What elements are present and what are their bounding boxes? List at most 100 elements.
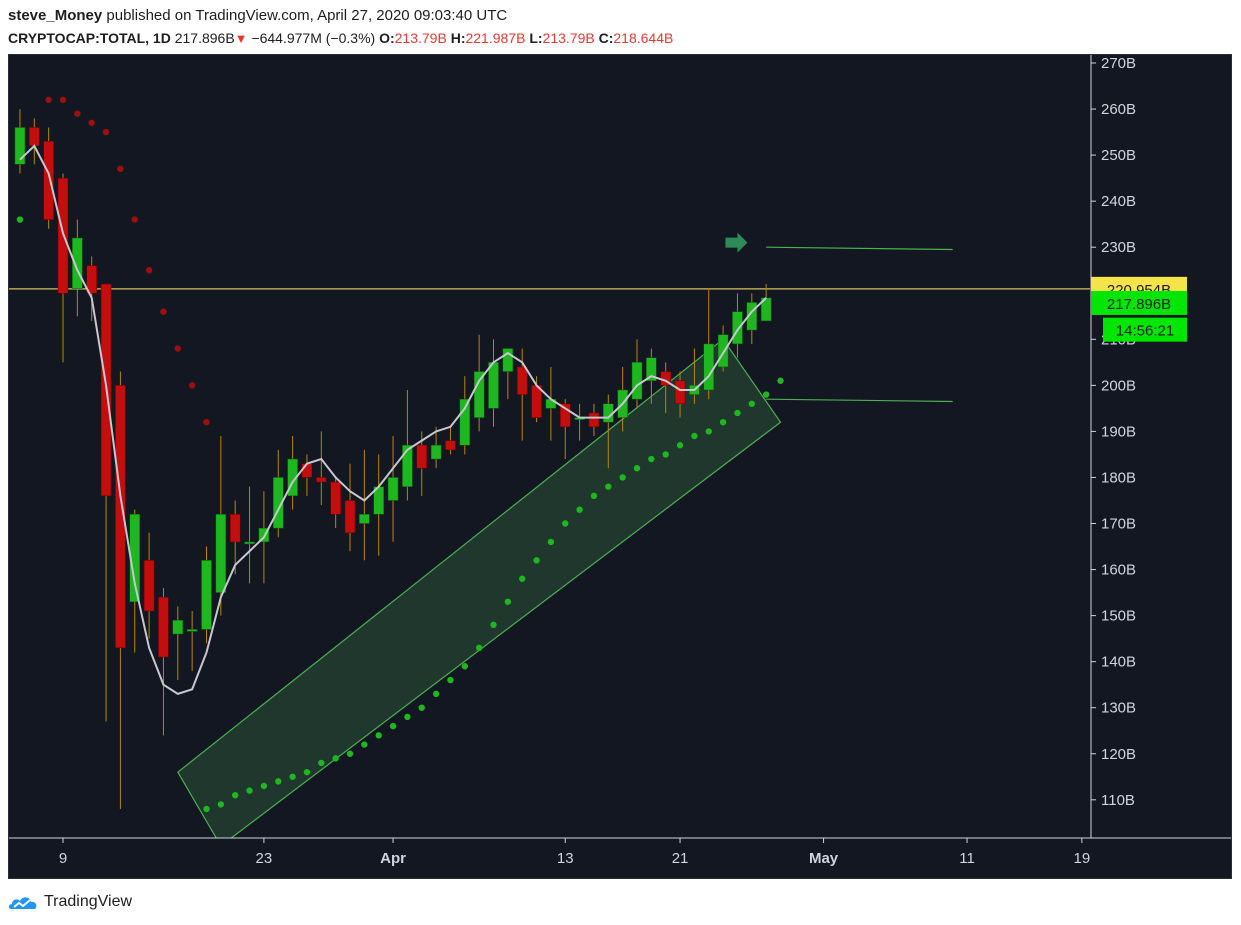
candle-body [674, 380, 686, 405]
symbol-info: CRYPTOCAP:TOTAL, 1D 217.896B▼ −644.977M … [8, 30, 673, 46]
high-value: 221.987B [465, 30, 526, 46]
sar-dot [705, 428, 712, 435]
sar-dot [504, 598, 512, 605]
y-tick-label: 190B [1101, 423, 1136, 440]
sar-dot [734, 409, 741, 417]
x-tick-label: Apr [380, 850, 406, 867]
sar-dot [447, 676, 454, 684]
sar-dot [232, 791, 239, 799]
y-tick-label: 260B [1101, 101, 1136, 118]
low-label: L: [529, 30, 543, 46]
candle-body [14, 127, 26, 165]
sar-dot [475, 644, 483, 652]
sar-dot [74, 110, 81, 117]
sar-dot [88, 119, 95, 127]
candle-body [229, 514, 241, 543]
last-price-label: 217.896B [1107, 296, 1171, 313]
sar-dot [160, 308, 167, 315]
candle-body [416, 444, 427, 469]
target-line [766, 246, 953, 251]
tradingview-brand[interactable]: TradingView [44, 893, 133, 910]
candle-body [29, 127, 40, 147]
chart-canvas[interactable]: 110B 120B 130B 140B 150B 160B 170B 180B 190B 200B… [9, 55, 1231, 878]
sar-dot [461, 663, 468, 670]
candle-body [273, 477, 284, 529]
candle-body [172, 619, 184, 635]
sar-dot [590, 492, 598, 500]
candle-body [359, 514, 370, 524]
candle-body [158, 596, 169, 658]
candle-body [631, 362, 643, 400]
x-tick-label: May [809, 850, 839, 867]
x-tick-label: 23 [256, 850, 273, 867]
sar-dot [619, 474, 626, 481]
candle-body [143, 560, 155, 612]
candle-body [531, 385, 542, 418]
author-name[interactable]: steve_Money [8, 7, 103, 24]
candle-body [72, 237, 83, 289]
sar-dot [59, 96, 67, 104]
sar-dot [533, 557, 540, 564]
candle-body [732, 311, 743, 345]
sar-dot [117, 165, 124, 173]
candle-body [316, 477, 327, 483]
moving-average-line [19, 144, 767, 695]
y-tick-label: 230B [1101, 239, 1136, 256]
open-label: O: [379, 30, 395, 46]
candle-body [258, 527, 270, 543]
sar-dot [16, 216, 24, 223]
sar-dot [188, 382, 196, 389]
symbol-name: CRYPTOCAP:TOTAL, 1D [8, 30, 171, 46]
sar-dot [131, 216, 138, 223]
candle-body [445, 440, 456, 451]
candle-body [244, 541, 255, 545]
y-tick-label: 140B [1101, 654, 1136, 671]
x-tick-label: 21 [672, 850, 689, 867]
candle-body [516, 366, 528, 395]
countdown-label-bg [1103, 317, 1187, 342]
tradingview-cloud-icon[interactable] [8, 892, 40, 912]
candle-body [287, 458, 298, 497]
published-text: published on TradingView.com, April 27, … [106, 7, 508, 24]
candle-body [215, 514, 227, 593]
candle-body [43, 141, 54, 220]
y-tick-label: 160B [1101, 562, 1136, 579]
candle-body [86, 265, 97, 294]
sar-dot [246, 787, 253, 794]
sar-dot [102, 128, 110, 136]
sar-dot [203, 418, 210, 426]
chart-frame[interactable]: 110B 120B 130B 140B 150B 160B 170B 180B 190B 200B… [8, 54, 1232, 879]
right-arrow-icon [725, 232, 748, 253]
candle-body [488, 362, 499, 409]
close-label: C: [598, 30, 614, 46]
y-tick-label: 120B [1101, 746, 1136, 763]
y-tick-label: 170B [1101, 516, 1136, 533]
candle-body [717, 334, 729, 368]
y-tick-label: 150B [1101, 608, 1136, 625]
sar-dot [662, 451, 669, 458]
candle-body [746, 302, 758, 331]
sar-dot [346, 750, 354, 757]
sar-dot [633, 465, 641, 472]
sar-dot [203, 805, 210, 813]
candle-body [473, 371, 485, 418]
sar-dot [275, 778, 282, 785]
sar-dot [748, 400, 755, 407]
sar-dot [174, 345, 181, 352]
support-line [766, 398, 953, 403]
candle-body [560, 403, 571, 428]
publish-info: steve_Money published on TradingView.com… [8, 7, 507, 24]
candle-body [301, 463, 313, 478]
high-label: H: [450, 30, 466, 46]
candle-body [186, 629, 198, 632]
sar-dot [404, 713, 411, 721]
sar-dot [762, 391, 770, 398]
sar-dot [361, 741, 368, 748]
candle-body [502, 348, 514, 372]
candle-body [201, 560, 212, 630]
candle-body [115, 385, 126, 649]
candle-body [330, 481, 341, 515]
sar-dot [691, 432, 698, 440]
trend-channel [177, 338, 782, 838]
sar-dot [490, 621, 497, 629]
